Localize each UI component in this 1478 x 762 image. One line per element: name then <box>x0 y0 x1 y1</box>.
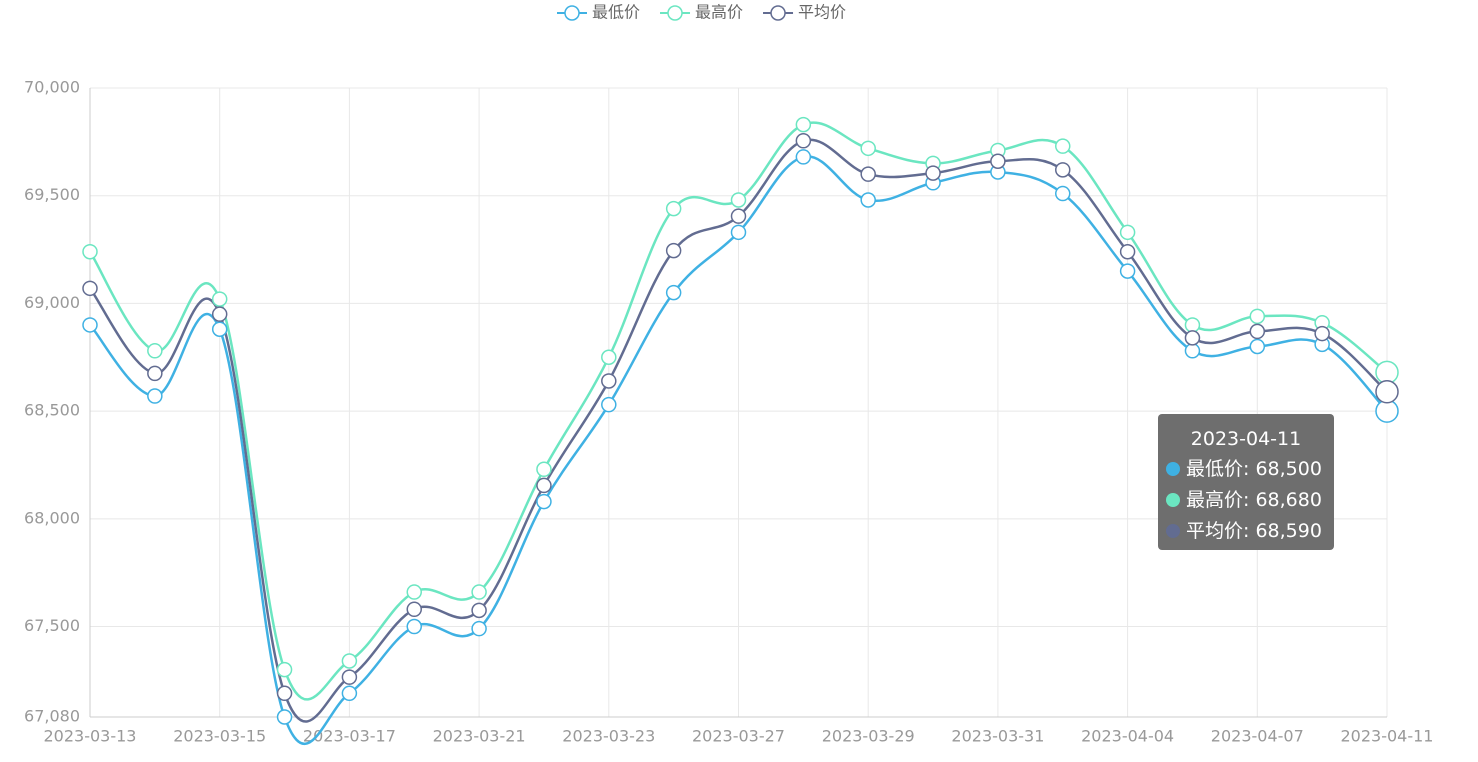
tooltip-marker <box>1166 493 1180 507</box>
data-point <box>1249 338 1266 355</box>
data-point <box>1119 224 1136 241</box>
y-tick-label: 69,500 <box>24 185 80 204</box>
data-point <box>1119 263 1136 279</box>
y-tick-label: 68,000 <box>24 508 80 527</box>
data-point <box>147 388 163 404</box>
data-point <box>1249 323 1266 340</box>
data-point <box>406 601 422 618</box>
data-point <box>665 200 682 217</box>
tooltip-text: 最高价: 68,680 <box>1186 489 1322 511</box>
data-point <box>471 584 487 600</box>
data-point <box>1055 162 1071 178</box>
data-point <box>82 317 98 333</box>
data-point <box>276 661 293 678</box>
x-tick-label: 2023-04-11 <box>1341 727 1434 746</box>
tooltip-row: 平均价: 68,590 <box>1166 516 1326 547</box>
data-point <box>860 166 876 182</box>
data-point <box>665 284 682 301</box>
tooltip-text: 最低价: 68,500 <box>1186 458 1322 480</box>
data-point <box>1375 379 1399 404</box>
y-tick-label: 70,000 <box>24 78 80 97</box>
x-tick-label: 2023-04-07 <box>1211 727 1304 746</box>
data-point <box>795 133 812 149</box>
data-point <box>730 192 747 208</box>
tooltip-marker <box>1166 524 1180 538</box>
data-point <box>730 224 747 241</box>
data-point <box>1055 185 1071 202</box>
y-tick-label: 68,500 <box>24 401 80 420</box>
data-point <box>1184 317 1201 333</box>
x-tick-label: 2023-03-31 <box>951 727 1044 746</box>
x-tick-label: 2023-03-17 <box>303 727 396 746</box>
data-point <box>211 321 228 338</box>
data-point <box>601 373 617 389</box>
data-point <box>925 165 941 181</box>
series-line <box>88 121 1388 701</box>
data-point <box>406 618 422 635</box>
series-line <box>89 138 1388 723</box>
data-point <box>601 396 617 413</box>
data-point <box>1055 138 1071 154</box>
data-point <box>536 461 552 478</box>
x-tick-label: 2023-04-04 <box>1081 727 1174 746</box>
legend-icon-circle <box>667 5 683 21</box>
tooltip-row: 最低价: 68,500 <box>1166 454 1326 485</box>
y-tick-label: 67,080 <box>24 707 80 726</box>
legend-label: 平均价 <box>798 3 846 22</box>
data-point <box>536 477 552 494</box>
data-point <box>276 709 293 725</box>
data-point <box>730 208 747 224</box>
tooltip-text: 平均价: 68,590 <box>1186 520 1322 542</box>
data-point <box>990 153 1006 169</box>
legend-item: 平均价 <box>763 3 846 22</box>
legend-icon-circle <box>770 5 786 21</box>
data-point <box>211 306 228 322</box>
legend-label: 最低价 <box>592 3 640 22</box>
y-tick-label: 69,000 <box>24 293 80 312</box>
data-point <box>601 349 617 366</box>
x-tick-label: 2023-03-21 <box>433 727 526 746</box>
x-tick-label: 2023-03-29 <box>822 727 915 746</box>
data-point <box>147 365 163 382</box>
data-point <box>1314 325 1330 342</box>
data-point <box>860 140 876 157</box>
data-point <box>665 242 682 259</box>
data-point <box>1184 343 1201 359</box>
legend-item: 最高价 <box>660 3 743 22</box>
tooltip-marker <box>1166 462 1180 476</box>
data-point <box>341 653 358 669</box>
data-point <box>860 192 876 208</box>
data-point <box>147 343 163 359</box>
x-tick-label: 2023-03-27 <box>692 727 785 746</box>
legend-icon-circle <box>564 5 580 21</box>
data-point <box>1119 243 1136 260</box>
data-point <box>471 602 487 619</box>
tooltip: 2023-04-11 最低价: 68,500 最高价: 68,680 平均价: 68… <box>1158 414 1334 550</box>
tooltip-title: 2023-04-11 <box>1190 428 1302 450</box>
series-line <box>89 155 1388 746</box>
tooltip-row: 最高价: 68,680 <box>1166 485 1326 516</box>
data-point <box>341 685 358 702</box>
data-point <box>1249 308 1266 325</box>
data-point <box>536 493 552 510</box>
data-point <box>82 280 98 297</box>
x-tick-label: 2023-03-15 <box>173 727 266 746</box>
x-tick-label: 2023-03-13 <box>44 727 137 746</box>
legend-item: 最低价 <box>557 3 640 22</box>
data-point <box>1184 330 1201 346</box>
legend-label: 最高价 <box>695 3 743 22</box>
data-point <box>795 116 812 133</box>
data-point <box>406 584 422 600</box>
y-tick-label: 67,500 <box>24 616 80 635</box>
data-point <box>471 620 487 637</box>
data-point <box>276 685 293 702</box>
data-point <box>795 149 812 165</box>
data-point <box>211 291 228 307</box>
x-tick-label: 2023-03-23 <box>562 727 655 746</box>
data-point <box>82 243 98 260</box>
data-point <box>341 669 358 685</box>
